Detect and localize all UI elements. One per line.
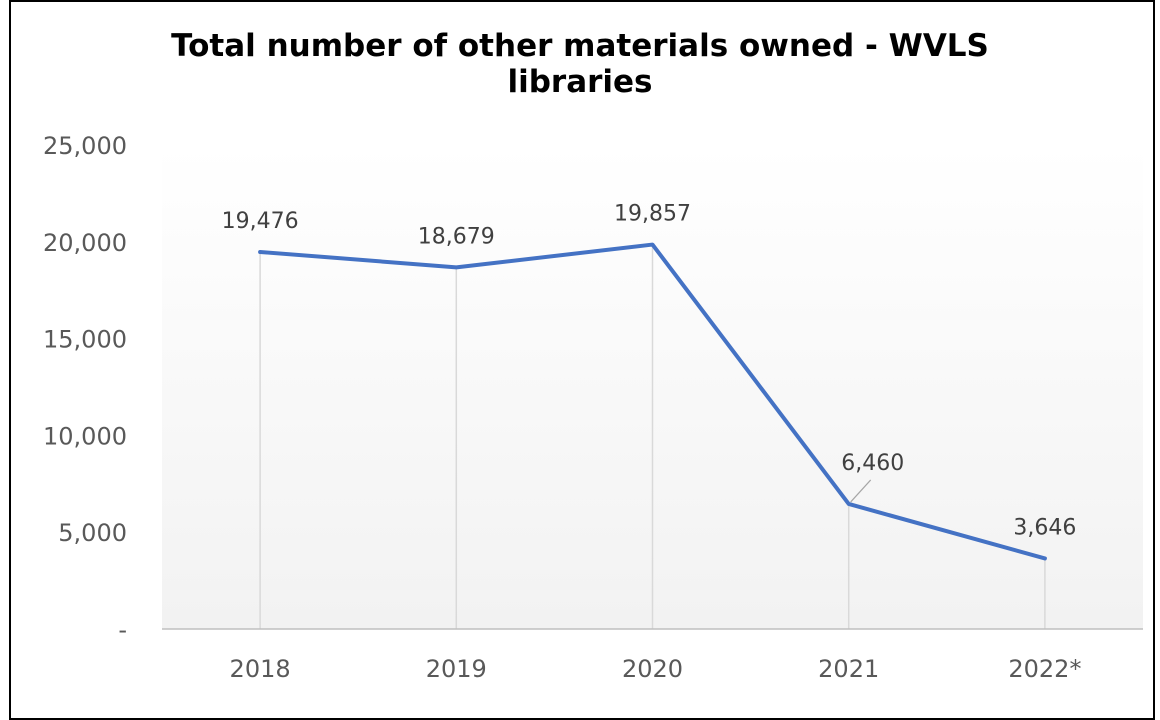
data-label: 18,679: [418, 224, 495, 249]
y-tick-label: 15,000: [43, 326, 127, 354]
x-tick-label: 2020: [622, 655, 683, 683]
y-tick-label: 10,000: [43, 422, 127, 450]
data-label-leader-line: [850, 479, 872, 503]
y-tick-label: -: [118, 616, 127, 644]
chart-title: Total number of other materials owned - …: [0, 28, 1160, 100]
data-label: 6,460: [841, 451, 904, 476]
chart-title-line-2: libraries: [507, 64, 653, 100]
x-tick-label: 2018: [230, 655, 291, 683]
data-label: 19,857: [614, 202, 691, 227]
data-label: 19,476: [222, 209, 299, 234]
x-tick-label: 2019: [426, 655, 487, 683]
chart-title-line-1: Total number of other materials owned - …: [171, 28, 989, 64]
x-axis-tick-labels: 2018 2019 2020 2021 2022*: [230, 655, 1082, 683]
series-group: [258, 242, 1047, 561]
data-labels: 19,476 18,679 19,857 6,460 3,646: [222, 202, 1077, 541]
data-label: 3,646: [1013, 515, 1076, 540]
y-tick-label: 25,000: [43, 132, 127, 160]
y-tick-label: 5,000: [58, 519, 127, 547]
drop-lines: [259, 244, 1046, 629]
series-line: [258, 242, 1047, 561]
x-tick-label: 2022*: [1008, 655, 1081, 683]
y-tick-label: 20,000: [43, 229, 127, 257]
x-tick-label: 2021: [818, 655, 879, 683]
y-axis-tick-labels: - 5,000 10,000 15,000 20,000 25,000: [43, 132, 127, 644]
